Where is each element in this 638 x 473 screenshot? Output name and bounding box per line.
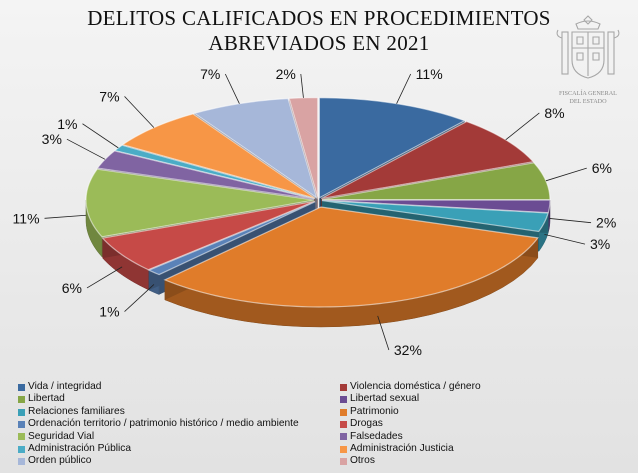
legend-item-8: Drogas bbox=[340, 418, 630, 430]
logo-text-2: DEL ESTADO bbox=[569, 98, 607, 105]
legend: Vida / integridad Violencia doméstica / g… bbox=[18, 381, 638, 468]
legend-label: Libertad bbox=[28, 393, 65, 405]
legend-label: Seguridad Vial bbox=[28, 430, 95, 442]
legend-item-12: Administración Justicia bbox=[340, 443, 630, 455]
legend-item-3: Libertad bbox=[18, 393, 340, 405]
chart-title-line-2: ABREVIADOS EN 2021 bbox=[208, 31, 430, 55]
chart-title: DELITOS CALIFICADOS EN PROCEDIMIENTOS AB… bbox=[0, 6, 638, 56]
percent-labels: 11%8%6%2%3%32%1%6%11%3%1%7%7% 2% bbox=[13, 66, 617, 358]
pie-slice-top-9 bbox=[85, 168, 315, 238]
legend-item-4: Libertad sexual bbox=[340, 393, 630, 405]
legend-label: Administración Justicia bbox=[350, 443, 454, 455]
legend-swatch bbox=[340, 383, 347, 391]
percent-label-1: 11% bbox=[416, 66, 443, 82]
pie-slice-top-10 bbox=[96, 150, 315, 200]
pie-slice-top-1 bbox=[318, 97, 467, 199]
percent-label-2: 8% bbox=[544, 105, 564, 121]
percent-label-7: 1% bbox=[99, 304, 119, 320]
pie-slice-top-5 bbox=[321, 199, 549, 233]
leader-line-11 bbox=[82, 123, 119, 149]
pie-slice-top-6 bbox=[163, 206, 539, 308]
legend-item-2: Violencia doméstica / género bbox=[340, 381, 630, 393]
pie-slice-top-13 bbox=[193, 97, 318, 200]
pie-slice-top-7 bbox=[147, 201, 316, 276]
legend-swatch bbox=[340, 445, 347, 453]
legend-swatch bbox=[18, 458, 25, 466]
legend-item-9: Seguridad Vial bbox=[18, 431, 340, 443]
leader-line-8 bbox=[86, 266, 123, 289]
percent-label-3: 6% bbox=[592, 160, 612, 176]
legend-label: Violencia doméstica / género bbox=[350, 381, 481, 392]
legend-swatch bbox=[340, 433, 347, 441]
leader-line-7 bbox=[124, 284, 155, 312]
percent-label-14: 2% bbox=[276, 66, 296, 82]
legend-label: Patrimonio bbox=[350, 405, 399, 417]
legend-item-5: Relaciones familiares bbox=[18, 406, 340, 418]
percent-label-13: 7% bbox=[200, 66, 220, 82]
leader-line-10 bbox=[66, 138, 106, 160]
leader-line-12 bbox=[124, 96, 155, 128]
legend-label: Vida / integridad bbox=[28, 381, 102, 392]
leader-line-9 bbox=[44, 214, 87, 219]
legend-swatch bbox=[18, 396, 25, 404]
legend-label: Drogas bbox=[350, 418, 383, 430]
legend-item-11: Administración Pública bbox=[18, 443, 340, 455]
legend-label: Falsedades bbox=[350, 430, 403, 442]
percent-label-5: 3% bbox=[590, 236, 610, 252]
legend-swatch bbox=[18, 420, 25, 428]
pie-slice-top-14 bbox=[288, 97, 319, 198]
percent-label-6: 32% bbox=[394, 342, 422, 358]
legend-item-14: Otros bbox=[340, 455, 630, 467]
legend-item-13: Orden público bbox=[18, 455, 340, 467]
legend-item-1: Vida / integridad bbox=[18, 381, 340, 393]
leader-line-2 bbox=[505, 112, 540, 141]
pie-slice-6 bbox=[163, 206, 539, 328]
legend-swatch bbox=[340, 420, 347, 428]
pie-slice-top-11 bbox=[113, 144, 315, 200]
leader-line-13 bbox=[224, 73, 240, 104]
percent-label-11: 1% bbox=[57, 116, 77, 132]
legend-label: Relaciones familiares bbox=[28, 405, 125, 417]
legend-item-6: Patrimonio bbox=[340, 406, 630, 418]
leader-line-3 bbox=[545, 167, 587, 182]
legend-swatch bbox=[18, 408, 25, 416]
leader-line-5 bbox=[544, 233, 586, 245]
legend-swatch bbox=[18, 383, 25, 391]
percent-label-4: 2% bbox=[596, 215, 616, 231]
legend-swatch bbox=[340, 396, 347, 404]
pie-chart: 11%8%6%2%3%32%1%6%11%3%1%7%7% 2% bbox=[13, 66, 617, 358]
leader-line-14 bbox=[300, 73, 304, 98]
pie-slice-top-2 bbox=[320, 120, 535, 200]
legend-label: Libertad sexual bbox=[350, 393, 420, 405]
percent-label-9: 11% bbox=[13, 210, 40, 226]
legend-label: Ordenación territorio / patrimonio histó… bbox=[28, 418, 299, 430]
legend-swatch bbox=[18, 433, 25, 441]
pie-slice-top-8 bbox=[101, 200, 315, 271]
chart-title-line-1: DELITOS CALIFICADOS EN PROCEDIMIENTOS bbox=[87, 6, 551, 30]
leader-lines bbox=[44, 73, 592, 351]
legend-label: Orden público bbox=[28, 455, 92, 467]
pie-slices bbox=[85, 97, 551, 328]
legend-label: Otros bbox=[350, 455, 375, 467]
legend-item-7: Ordenación territorio / patrimonio histó… bbox=[18, 418, 340, 430]
legend-swatch bbox=[340, 458, 347, 466]
leader-line-6 bbox=[377, 315, 390, 351]
fiscalia-logo: FISCALÍA GENERAL DEL ESTADO bbox=[556, 15, 620, 105]
leader-line-4 bbox=[549, 218, 592, 224]
percent-label-12: 7% bbox=[99, 88, 119, 104]
legend-label: Administración Pública bbox=[28, 443, 132, 455]
legend-item-10: Falsedades bbox=[340, 431, 630, 443]
legend-swatch bbox=[340, 408, 347, 416]
percent-label-8: 6% bbox=[62, 280, 82, 296]
leader-line-1 bbox=[396, 73, 412, 104]
percent-label-10: 3% bbox=[42, 131, 62, 147]
legend-swatch bbox=[18, 445, 25, 453]
logo-text-1: FISCALÍA GENERAL bbox=[559, 89, 617, 97]
